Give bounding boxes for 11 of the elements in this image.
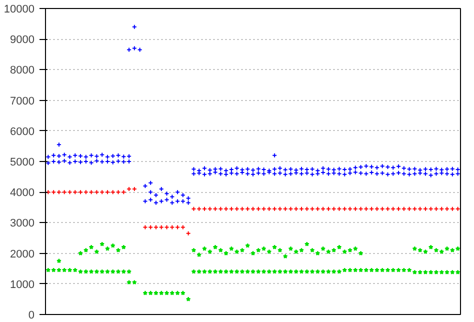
y-tick-label: 7000 [10, 95, 35, 108]
y-tick-label: 2000 [10, 248, 35, 260]
y-tick-label: 9000 [10, 34, 35, 46]
y-tick-label: 8000 [10, 64, 35, 77]
y-tick-label: 5000 [10, 156, 35, 168]
y-tick-label: 0 [28, 310, 35, 322]
y-tick-label: 1000 [10, 278, 35, 291]
y-tick-label: 6000 [10, 126, 35, 138]
y-tick-label: 4000 [10, 187, 35, 200]
y-tick-label: 3000 [10, 218, 35, 230]
y-tick-label: 10000 [4, 4, 35, 16]
